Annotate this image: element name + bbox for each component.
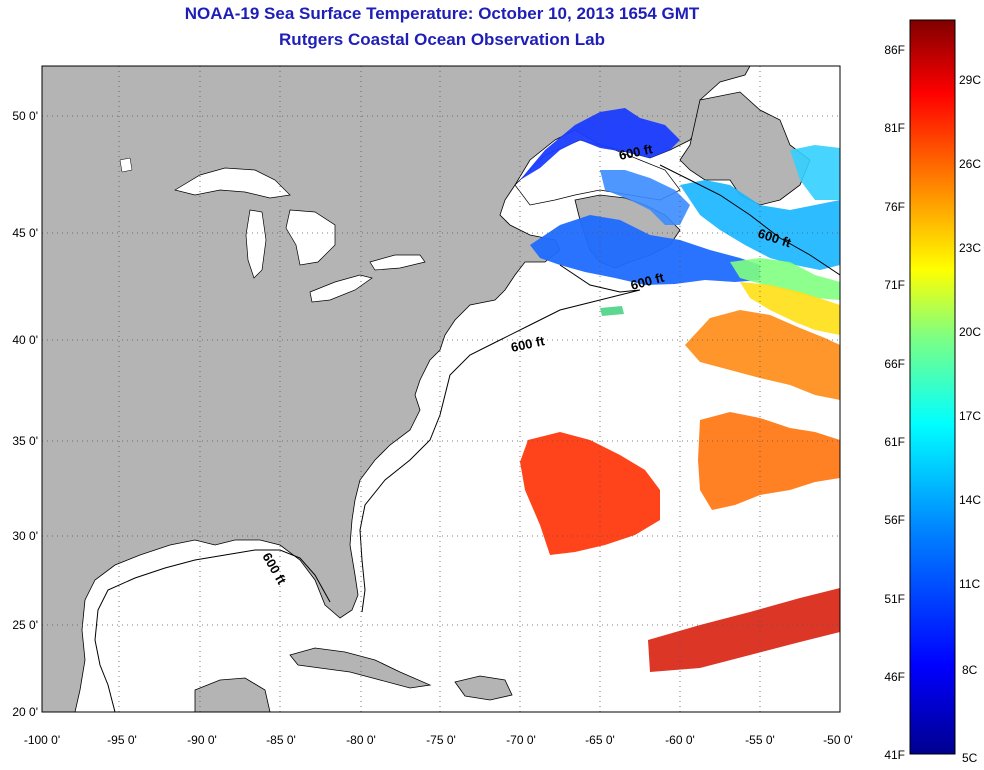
cb-c-8: 8C	[962, 663, 978, 677]
colorbar: 86F 81F 76F 71F 66F 61F 56F 51F 46F 41F …	[884, 19, 981, 765]
sst-nova-scotia-shelf	[600, 170, 690, 225]
land-newfoundland	[679, 91, 811, 206]
sst-slope-yellow	[740, 282, 840, 335]
map-title: NOAA-19 Sea Surface Temperature: October…	[184, 4, 700, 23]
cb-c-11: 11C	[959, 577, 980, 591]
cb-c-23: 23C	[959, 241, 981, 255]
lon-label-90: -90 0'	[187, 733, 217, 747]
contour-label-600ft-1: 600 ft	[618, 141, 655, 163]
lake-michigan	[245, 209, 267, 279]
cb-f-66: 66F	[884, 357, 905, 371]
gridlines	[42, 66, 840, 712]
cb-f-76: 76F	[884, 200, 905, 214]
cb-f-46: 46F	[884, 670, 905, 684]
lon-label-100: -100 0'	[24, 733, 60, 747]
land-cuba	[289, 647, 432, 689]
colorbar-celsius-labels: 29C 26C 23C 20C 17C 14C 11C 8C 5C	[959, 73, 981, 765]
lat-label-40: 40 0'	[12, 333, 38, 347]
cb-c-29: 29C	[959, 73, 981, 87]
sst-grand-banks-cyan	[680, 180, 840, 270]
cb-f-56: 56F	[884, 513, 905, 527]
sst-red-patch	[520, 432, 660, 555]
colorbar-fahrenheit-labels: 86F 81F 76F 71F 66F 61F 56F 51F 46F 41F	[884, 43, 905, 762]
longitude-labels: -100 0' -95 0' -90 0' -85 0' -80 0' -75 …	[24, 733, 853, 747]
lat-label-20: 20 0'	[12, 705, 38, 719]
cb-f-71: 71F	[884, 278, 905, 292]
lake-huron	[285, 209, 336, 266]
cb-c-5: 5C	[962, 751, 978, 765]
sst-slope-green	[730, 258, 840, 300]
sst-labrador-cyan	[790, 145, 840, 200]
lon-label-50: -50 0'	[823, 733, 853, 747]
lat-label-30: 30 0'	[12, 529, 38, 543]
lon-label-85: -85 0'	[266, 733, 296, 747]
cb-c-14: 14C	[959, 493, 981, 507]
lake-superior	[174, 167, 291, 199]
map-border	[41, 65, 841, 713]
land-hispaniola	[454, 675, 513, 701]
contour-label-600ft-4: 600 ft	[510, 333, 547, 355]
colorbar-gradient	[909, 19, 956, 755]
isobath-600ft	[94, 264, 641, 712]
cb-c-26: 26C	[959, 157, 981, 171]
lon-label-80: -80 0'	[346, 733, 376, 747]
lon-label-55: -55 0'	[745, 733, 775, 747]
lon-label-65: -65 0'	[585, 733, 615, 747]
cb-f-86: 86F	[884, 43, 905, 57]
lon-label-75: -75 0'	[426, 733, 456, 747]
map-subtitle: Rutgers Coastal Ocean Observation Lab	[279, 30, 605, 49]
sst-gulf-stream-orange	[685, 310, 840, 400]
cb-f-41: 41F	[884, 748, 905, 762]
lat-label-45: 45 0'	[12, 226, 38, 240]
lake-winnipeg-area	[119, 157, 133, 173]
cb-f-51: 51F	[884, 592, 905, 606]
cb-f-81: 81F	[884, 121, 905, 135]
lake-erie	[309, 274, 373, 303]
cb-c-20: 20C	[959, 325, 981, 339]
lat-label-35: 35 0'	[12, 434, 38, 448]
sst-gulf-of-maine-cold	[530, 215, 760, 285]
sst-st-lawrence-cold	[520, 108, 680, 180]
isobath-600ft-ne	[659, 164, 840, 276]
sst-coastal-speckle	[600, 306, 624, 316]
sst-southern-swath	[648, 588, 840, 672]
lat-label-50: 50 0'	[12, 109, 38, 123]
lon-label-70: -70 0'	[506, 733, 536, 747]
land-yucatan	[194, 677, 271, 712]
lat-label-25: 25 0'	[12, 618, 38, 632]
lon-label-60: -60 0'	[665, 733, 695, 747]
cb-f-61: 61F	[884, 435, 905, 449]
latitude-labels: 50 0' 45 0' 40 0' 35 0' 30 0' 25 0' 20 0…	[12, 109, 38, 719]
sst-sargasso-orange	[698, 412, 840, 510]
lake-ontario	[369, 254, 426, 271]
cb-c-17: 17C	[959, 409, 981, 423]
lon-label-95: -95 0'	[107, 733, 137, 747]
